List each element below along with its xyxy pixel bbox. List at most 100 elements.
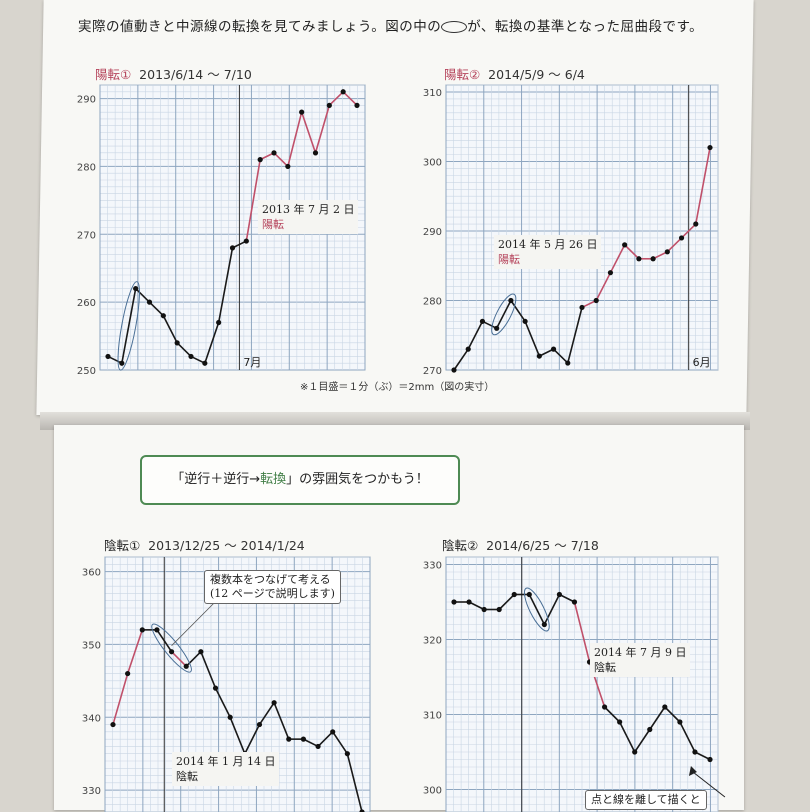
data-point bbox=[571, 599, 578, 605]
data-point bbox=[125, 670, 131, 677]
series-segment bbox=[552, 348, 569, 364]
chart-title-yoten2: 陽転② 2014/5/9 ～ 6/4 bbox=[444, 67, 585, 82]
series-segment bbox=[679, 721, 696, 753]
data-point bbox=[174, 340, 180, 346]
data-point bbox=[481, 606, 487, 613]
y-tick-label: 310 bbox=[423, 88, 442, 99]
data-point bbox=[601, 704, 608, 710]
annotation-yoten2: 2014 年 5 月 26 日 陽転 bbox=[494, 235, 602, 269]
data-point bbox=[664, 249, 670, 255]
series-segment bbox=[229, 716, 246, 755]
data-point bbox=[212, 685, 219, 691]
y-tick-label: 320 bbox=[423, 636, 442, 647]
data-point bbox=[508, 297, 514, 304]
data-point bbox=[344, 751, 350, 757]
y-tick-label: 270 bbox=[423, 366, 442, 377]
series-segment bbox=[694, 751, 711, 761]
y-tick-label: 300 bbox=[423, 157, 442, 168]
box-note-inten1: 複数本をつなげて考える (12 ページで説明します) bbox=[204, 570, 341, 604]
data-point bbox=[479, 318, 486, 324]
data-point bbox=[119, 360, 125, 366]
series-segment bbox=[664, 706, 681, 723]
data-point bbox=[693, 221, 699, 227]
y-tick-label: 260 bbox=[77, 298, 96, 309]
series-segment bbox=[156, 629, 173, 653]
y-tick-label: 360 bbox=[82, 568, 101, 579]
y-tick-label: 270 bbox=[77, 230, 96, 241]
data-point bbox=[707, 144, 713, 151]
series-segment bbox=[467, 320, 484, 350]
y-tick-label: 300 bbox=[423, 786, 442, 797]
y-tick-label: 290 bbox=[423, 227, 442, 238]
data-point bbox=[647, 726, 653, 733]
data-point bbox=[556, 591, 563, 598]
y-tick-label: 310 bbox=[423, 711, 442, 722]
data-point bbox=[243, 238, 249, 244]
series-segment bbox=[524, 321, 541, 357]
y-tick-label: 350 bbox=[82, 640, 101, 651]
data-point bbox=[451, 599, 457, 605]
y-tick-label: 250 bbox=[77, 366, 96, 377]
data-point bbox=[526, 591, 532, 598]
data-point bbox=[677, 719, 683, 725]
series-segment bbox=[649, 706, 666, 730]
series-segment bbox=[185, 651, 202, 667]
series-segment bbox=[498, 593, 515, 611]
series-segment bbox=[258, 702, 275, 726]
data-point bbox=[494, 325, 500, 331]
series-segment bbox=[634, 729, 651, 753]
data-point bbox=[168, 649, 175, 655]
series-segment bbox=[204, 322, 220, 364]
series-segment bbox=[482, 320, 498, 330]
data-point bbox=[133, 285, 139, 292]
data-point bbox=[271, 150, 277, 156]
series-segment bbox=[300, 111, 317, 154]
data-point bbox=[271, 700, 277, 706]
data-point bbox=[312, 150, 319, 156]
y-tick-label: 330 bbox=[423, 561, 442, 572]
data-point bbox=[678, 235, 685, 241]
arrow-note-inten2: 点と線を離して描くと bbox=[585, 790, 707, 810]
series-segment bbox=[595, 272, 612, 301]
data-point bbox=[354, 102, 360, 108]
data-point bbox=[662, 704, 668, 710]
data-point bbox=[285, 163, 291, 170]
turning-point-oval bbox=[117, 281, 140, 371]
series-segment bbox=[346, 753, 363, 812]
chart-title-inten1: 陰転① 2013/12/25 ～ 2014/1/24 bbox=[104, 538, 305, 553]
data-point bbox=[105, 353, 111, 360]
data-point bbox=[622, 242, 628, 248]
turning-point-oval bbox=[151, 623, 192, 673]
chart-yoten2: 270 280 290 300 310 6月 bbox=[423, 84, 719, 377]
data-point bbox=[286, 736, 292, 742]
data-point bbox=[198, 649, 204, 655]
data-point bbox=[632, 749, 638, 755]
series-segment bbox=[200, 651, 217, 689]
series-segment bbox=[604, 706, 621, 723]
data-point bbox=[299, 109, 305, 115]
series-segment bbox=[573, 601, 591, 663]
data-point bbox=[707, 756, 713, 763]
y-tick-label: 290 bbox=[77, 95, 96, 106]
data-point bbox=[579, 304, 585, 311]
data-point bbox=[636, 256, 642, 262]
series-segment bbox=[680, 223, 697, 239]
series-segment bbox=[694, 147, 711, 225]
callout-box: 「逆行＋逆行→転換」の雰囲気をつかもう！ bbox=[140, 455, 460, 505]
data-point bbox=[330, 729, 336, 735]
series-segment bbox=[317, 731, 334, 747]
arrow-head-icon bbox=[688, 766, 697, 776]
data-point bbox=[202, 360, 208, 366]
turning-point-oval bbox=[523, 587, 550, 632]
data-point bbox=[139, 627, 145, 633]
data-point bbox=[227, 714, 233, 720]
data-point bbox=[536, 353, 542, 359]
series-segment bbox=[559, 593, 575, 603]
data-point bbox=[465, 346, 471, 352]
series-segment bbox=[162, 315, 178, 344]
scale-note: ※１目盛＝１分（ぶ）＝2mm（図の実寸） bbox=[300, 382, 495, 393]
series-segment bbox=[148, 301, 164, 317]
data-point bbox=[110, 721, 116, 728]
series-segment bbox=[287, 111, 303, 167]
data-point bbox=[183, 663, 189, 669]
